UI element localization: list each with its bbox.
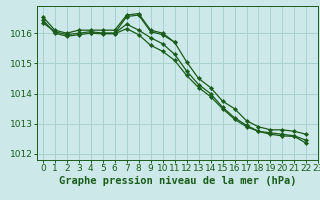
- X-axis label: Graphe pression niveau de la mer (hPa): Graphe pression niveau de la mer (hPa): [59, 176, 296, 186]
